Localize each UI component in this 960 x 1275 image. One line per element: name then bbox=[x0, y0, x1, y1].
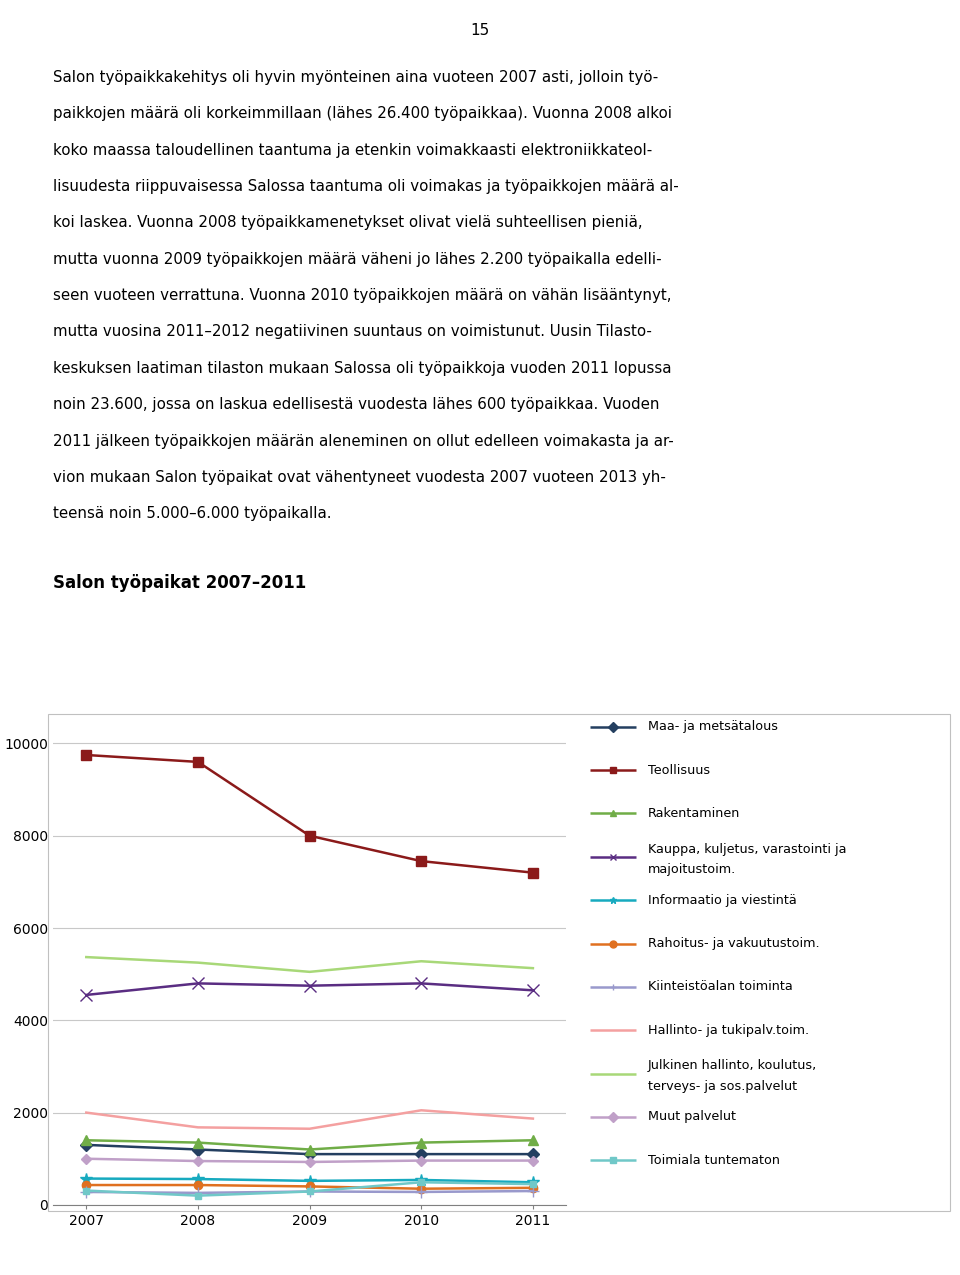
Text: Informaatio ja viestintä: Informaatio ja viestintä bbox=[648, 894, 797, 907]
Text: Kauppa, kuljetus, varastointi ja: Kauppa, kuljetus, varastointi ja bbox=[648, 843, 847, 856]
Text: 2011 jälkeen työpaikkojen määrän aleneminen on ollut edelleen voimakasta ja ar-: 2011 jälkeen työpaikkojen määrän alenemi… bbox=[53, 434, 674, 449]
Text: mutta vuosina 2011–2012 negatiivinen suuntaus on voimistunut. Uusin Tilasto-: mutta vuosina 2011–2012 negatiivinen suu… bbox=[53, 325, 652, 339]
Text: Toimiala tuntematon: Toimiala tuntematon bbox=[648, 1154, 780, 1167]
Text: Maa- ja metsätalous: Maa- ja metsätalous bbox=[648, 720, 778, 733]
Text: keskuksen laatiman tilaston mukaan Salossa oli työpaikkoja vuoden 2011 lopussa: keskuksen laatiman tilaston mukaan Salos… bbox=[53, 361, 671, 376]
Text: paikkojen määrä oli korkeimmillaan (lähes 26.400 työpaikkaa). Vuonna 2008 alkoi: paikkojen määrä oli korkeimmillaan (lähe… bbox=[53, 107, 672, 121]
Text: Teollisuus: Teollisuus bbox=[648, 764, 710, 776]
Text: lisuudesta riippuvaisessa Salossa taantuma oli voimakas ja työpaikkojen määrä al: lisuudesta riippuvaisessa Salossa taantu… bbox=[53, 180, 679, 194]
Text: koi laskea. Vuonna 2008 työpaikkamenetykset olivat vielä suhteellisen pieniä,: koi laskea. Vuonna 2008 työpaikkamenetyk… bbox=[53, 215, 642, 231]
Text: Muut palvelut: Muut palvelut bbox=[648, 1111, 736, 1123]
Text: Salon työpaikat 2007–2011: Salon työpaikat 2007–2011 bbox=[53, 574, 306, 593]
Text: koko maassa taloudellinen taantuma ja etenkin voimakkaasti elektroniikkateol-: koko maassa taloudellinen taantuma ja et… bbox=[53, 143, 652, 158]
Text: Kiinteistöalan toiminta: Kiinteistöalan toiminta bbox=[648, 980, 793, 993]
Text: mutta vuonna 2009 työpaikkojen määrä väheni jo lähes 2.200 työpaikalla edelli-: mutta vuonna 2009 työpaikkojen määrä väh… bbox=[53, 252, 661, 266]
Text: Hallinto- ja tukipalv.toim.: Hallinto- ja tukipalv.toim. bbox=[648, 1024, 809, 1037]
Text: teensä noin 5.000–6.000 työpaikalla.: teensä noin 5.000–6.000 työpaikalla. bbox=[53, 506, 331, 521]
Text: Rahoitus- ja vakuutustoim.: Rahoitus- ja vakuutustoim. bbox=[648, 937, 820, 950]
Text: Julkinen hallinto, koulutus,: Julkinen hallinto, koulutus, bbox=[648, 1060, 817, 1072]
Text: Salon työpaikkakehitys oli hyvin myönteinen aina vuoteen 2007 asti, jolloin työ-: Salon työpaikkakehitys oli hyvin myöntei… bbox=[53, 70, 658, 85]
Text: Rakentaminen: Rakentaminen bbox=[648, 807, 740, 820]
Text: majoitustoim.: majoitustoim. bbox=[648, 863, 736, 876]
Text: seen vuoteen verrattuna. Vuonna 2010 työpaikkojen määrä on vähän lisääntynyt,: seen vuoteen verrattuna. Vuonna 2010 työ… bbox=[53, 288, 671, 303]
Text: 15: 15 bbox=[470, 23, 490, 38]
Text: vion mukaan Salon työpaikat ovat vähentyneet vuodesta 2007 vuoteen 2013 yh-: vion mukaan Salon työpaikat ovat vähenty… bbox=[53, 470, 665, 484]
Text: terveys- ja sos.palvelut: terveys- ja sos.palvelut bbox=[648, 1080, 797, 1093]
Text: noin 23.600, jossa on laskua edellisestä vuodesta lähes 600 työpaikkaa. Vuoden: noin 23.600, jossa on laskua edellisestä… bbox=[53, 398, 660, 412]
